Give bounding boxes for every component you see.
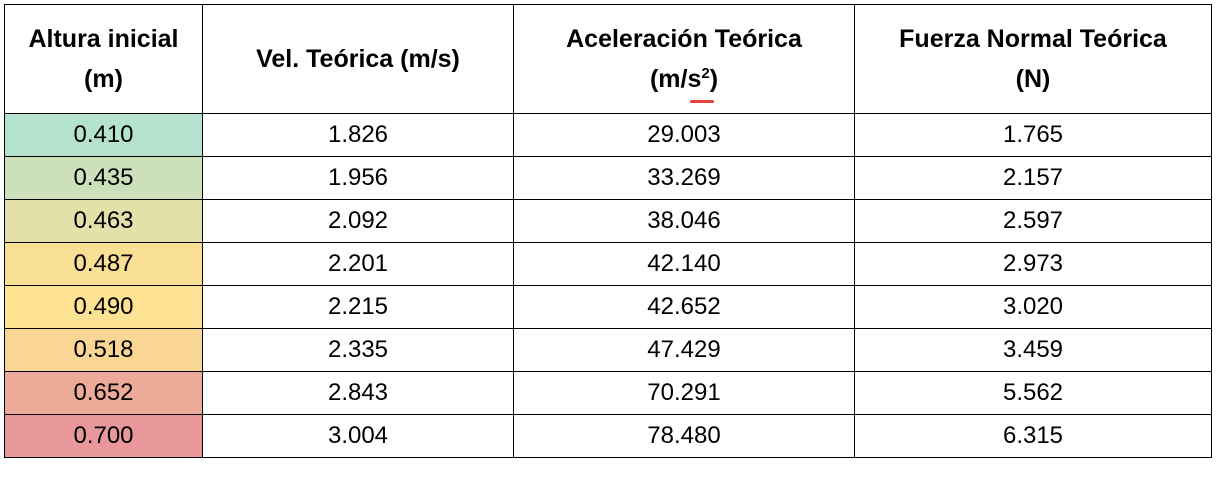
unit-close: ) xyxy=(709,65,719,93)
header-row: Altura inicial (m) Vel. Teórica (m/s) Ac… xyxy=(4,4,1212,114)
spellcheck-underline xyxy=(689,100,715,103)
header-fuerza[interactable]: Fuerza Normal Teórica (N) xyxy=(854,4,1212,114)
data-table: Altura inicial (m) Vel. Teórica (m/s) Ac… xyxy=(4,4,1212,458)
cell-velocidad[interactable]: 2.092 xyxy=(202,199,514,243)
cell-fuerza[interactable]: 2.157 xyxy=(854,156,1212,200)
cell-altura[interactable]: 0.490 xyxy=(4,285,203,329)
table-row: 0.518 2.335 47.429 3.459 xyxy=(4,328,1212,372)
cell-aceleracion[interactable]: 38.046 xyxy=(513,199,855,243)
cell-fuerza[interactable]: 3.459 xyxy=(854,328,1212,372)
header-aceleracion-unit: (m/s2) xyxy=(649,59,719,103)
cell-fuerza[interactable]: 5.562 xyxy=(854,371,1212,415)
table-row: 0.435 1.956 33.269 2.157 xyxy=(4,156,1212,200)
cell-fuerza[interactable]: 2.973 xyxy=(854,242,1212,286)
table-row: 0.410 1.826 29.003 1.765 xyxy=(4,113,1212,157)
unit-superscript: 2 xyxy=(701,65,710,82)
cell-fuerza[interactable]: 6.315 xyxy=(854,414,1212,458)
cell-altura[interactable]: 0.435 xyxy=(4,156,203,200)
cell-velocidad[interactable]: 3.004 xyxy=(202,414,514,458)
cell-aceleracion[interactable]: 42.140 xyxy=(513,242,855,286)
cell-altura[interactable]: 0.652 xyxy=(4,371,203,415)
cell-altura[interactable]: 0.410 xyxy=(4,113,203,157)
table-row: 0.652 2.843 70.291 5.562 xyxy=(4,371,1212,415)
header-altura-unit: (m) xyxy=(84,65,123,93)
cell-velocidad[interactable]: 2.843 xyxy=(202,371,514,415)
table-body: 0.410 1.826 29.003 1.765 0.435 1.956 33.269 2.1… xyxy=(4,113,1212,458)
header-altura-label: Altura inicial xyxy=(28,25,179,53)
header-altura[interactable]: Altura inicial (m) xyxy=(4,4,203,114)
unit-base: (m/s xyxy=(649,65,702,93)
header-aceleracion-label: Aceleración Teórica xyxy=(566,25,802,53)
cell-fuerza[interactable]: 2.597 xyxy=(854,199,1212,243)
cell-aceleracion[interactable]: 70.291 xyxy=(513,371,855,415)
table-row: 0.700 3.004 78.480 6.315 xyxy=(4,414,1212,458)
cell-fuerza[interactable]: 1.765 xyxy=(854,113,1212,157)
cell-velocidad[interactable]: 2.215 xyxy=(202,285,514,329)
table-row: 0.490 2.215 42.652 3.020 xyxy=(4,285,1212,329)
table-row: 0.487 2.201 42.140 2.973 xyxy=(4,242,1212,286)
cell-velocidad[interactable]: 1.826 xyxy=(202,113,514,157)
header-velocidad[interactable]: Vel. Teórica (m/s) xyxy=(202,4,514,114)
cell-aceleracion[interactable]: 33.269 xyxy=(513,156,855,200)
cell-velocidad[interactable]: 1.956 xyxy=(202,156,514,200)
header-fuerza-label: Fuerza Normal Teórica xyxy=(899,25,1167,53)
cell-aceleracion[interactable]: 29.003 xyxy=(513,113,855,157)
header-fuerza-unit: (N) xyxy=(1015,65,1051,93)
header-aceleracion[interactable]: Aceleración Teórica (m/s2) xyxy=(513,4,855,114)
cell-altura[interactable]: 0.487 xyxy=(4,242,203,286)
table-row: 0.463 2.092 38.046 2.597 xyxy=(4,199,1212,243)
cell-aceleracion[interactable]: 42.652 xyxy=(513,285,855,329)
table-container: Altura inicial (m) Vel. Teórica (m/s) Ac… xyxy=(4,4,1212,458)
cell-altura[interactable]: 0.518 xyxy=(4,328,203,372)
cell-aceleracion[interactable]: 47.429 xyxy=(513,328,855,372)
cell-velocidad[interactable]: 2.335 xyxy=(202,328,514,372)
header-velocidad-label: Vel. Teórica (m/s) xyxy=(256,45,460,73)
cell-altura[interactable]: 0.700 xyxy=(4,414,203,458)
cell-altura[interactable]: 0.463 xyxy=(4,199,203,243)
cell-fuerza[interactable]: 3.020 xyxy=(854,285,1212,329)
cell-aceleracion[interactable]: 78.480 xyxy=(513,414,855,458)
cell-velocidad[interactable]: 2.201 xyxy=(202,242,514,286)
